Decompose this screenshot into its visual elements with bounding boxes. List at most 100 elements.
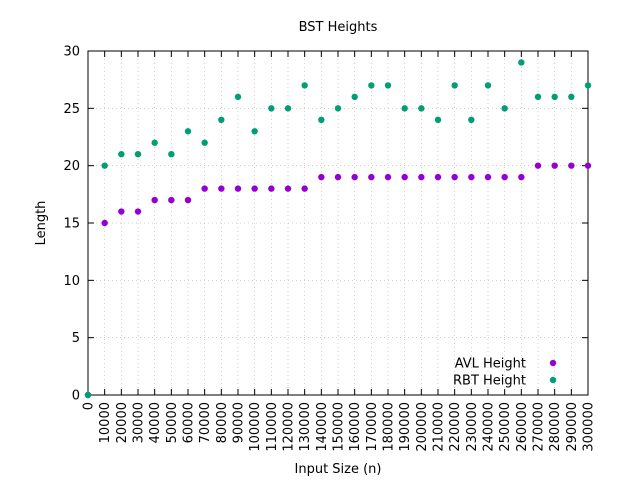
series-1-point	[351, 173, 358, 181]
legend-label: RBT Height	[453, 374, 526, 389]
series-1-point	[201, 185, 208, 192]
legend-label: AVL Height	[455, 357, 526, 372]
series-2-point	[251, 128, 258, 135]
chart-title: BST Heights	[299, 20, 378, 35]
x-tick-label: 200000	[415, 402, 430, 452]
series-2-point	[151, 139, 158, 146]
x-tick-label: 170000	[365, 402, 380, 452]
series-1-point	[418, 173, 425, 181]
y-tick-label: 10	[63, 274, 80, 289]
x-tick-label: 110000	[265, 402, 280, 452]
series-1-point	[318, 173, 325, 181]
series-1-point	[534, 162, 542, 169]
series-1-point	[334, 173, 342, 181]
series-2-point	[284, 105, 292, 112]
series-1-point	[584, 162, 592, 169]
x-tick-label: 220000	[448, 402, 463, 452]
series-2-point	[534, 93, 542, 101]
series-1-point	[384, 173, 392, 181]
series-2-point	[134, 151, 142, 158]
series-2-point	[184, 128, 192, 135]
series-2-point	[334, 105, 342, 112]
series-1-point	[251, 185, 258, 192]
x-tick-label: 130000	[298, 402, 313, 452]
series-1-point	[168, 196, 175, 204]
x-tick-label: 300000	[582, 402, 597, 452]
y-tick-label: 20	[63, 159, 80, 174]
x-axis-label: Input Size (n)	[295, 462, 382, 477]
series-1-point	[551, 162, 558, 169]
series-2-point	[451, 82, 458, 89]
x-tick-label: 250000	[498, 402, 513, 452]
x-tick-label: 140000	[315, 402, 330, 452]
series-2-point	[518, 59, 525, 66]
x-tick-label: 290000	[565, 402, 580, 452]
x-tick-label: 70000	[198, 402, 213, 443]
series-1-point	[234, 185, 242, 192]
series-2-point	[501, 105, 508, 112]
x-tick-label: 240000	[482, 402, 497, 452]
series-1-point	[101, 219, 108, 227]
y-tick-label: 25	[63, 102, 80, 117]
series-2-point	[101, 162, 108, 169]
series-1-point	[268, 185, 275, 192]
x-tick-label: 180000	[382, 402, 397, 452]
y-tick-label: 30	[63, 45, 80, 60]
series-2-point	[401, 105, 408, 112]
y-tick-label: 15	[63, 217, 80, 232]
x-tick-label: 80000	[215, 402, 230, 443]
legend-marker	[549, 359, 557, 367]
series-2-points	[84, 59, 592, 399]
series-2-point	[384, 82, 392, 89]
series-2-point	[84, 391, 92, 399]
series-1-point	[368, 173, 375, 181]
x-tick-label: 260000	[515, 402, 530, 452]
x-tick-label: 190000	[398, 402, 413, 452]
y-tick-label: 0	[72, 389, 80, 404]
series-2-point	[301, 82, 308, 89]
x-tick-label: 10000	[98, 402, 113, 443]
series-1-point	[468, 173, 475, 181]
x-tick-label: 150000	[332, 402, 347, 452]
grid	[88, 51, 588, 395]
series-2-point	[318, 116, 325, 124]
series-2-point	[351, 93, 358, 101]
series-2-point	[218, 116, 225, 124]
x-tick-label: 20000	[115, 402, 130, 443]
series-1-point	[151, 196, 158, 204]
data-points	[84, 59, 592, 399]
x-tick-label: 280000	[548, 402, 563, 452]
x-tick-label: 30000	[132, 402, 147, 443]
series-1-point	[451, 173, 458, 181]
series-2-point	[468, 116, 475, 124]
series-1-point	[134, 208, 142, 215]
series-1-point	[184, 196, 192, 204]
x-tick-label: 230000	[465, 402, 480, 452]
y-axis-ticks: 0 5 10 15 20 25 30	[63, 45, 588, 404]
series-2-point	[234, 93, 242, 101]
series-1-point	[218, 185, 225, 192]
series-1-point	[118, 208, 125, 215]
x-tick-label: 40000	[148, 402, 163, 443]
x-tick-label: 100000	[248, 402, 263, 452]
series-2-point	[268, 105, 275, 112]
series-2-point	[168, 151, 175, 158]
x-tick-label: 270000	[532, 402, 547, 452]
x-tick-label: 60000	[182, 402, 197, 443]
x-tick-label: 90000	[232, 402, 247, 443]
series-1-point	[518, 173, 525, 181]
x-tick-label: 120000	[282, 402, 297, 452]
x-tick-label: 210000	[432, 402, 447, 452]
series-2-point	[118, 151, 125, 158]
series-2-point	[568, 93, 575, 101]
series-1-point	[434, 173, 442, 181]
series-2-point	[584, 82, 592, 89]
series-2-point	[484, 82, 492, 89]
x-tick-label: 0	[82, 402, 97, 410]
series-1-point	[568, 162, 575, 169]
series-2-point	[368, 82, 375, 89]
series-1-point	[284, 185, 292, 192]
series-1-point	[301, 185, 308, 192]
legend: AVL Height RBT Height	[453, 357, 557, 389]
